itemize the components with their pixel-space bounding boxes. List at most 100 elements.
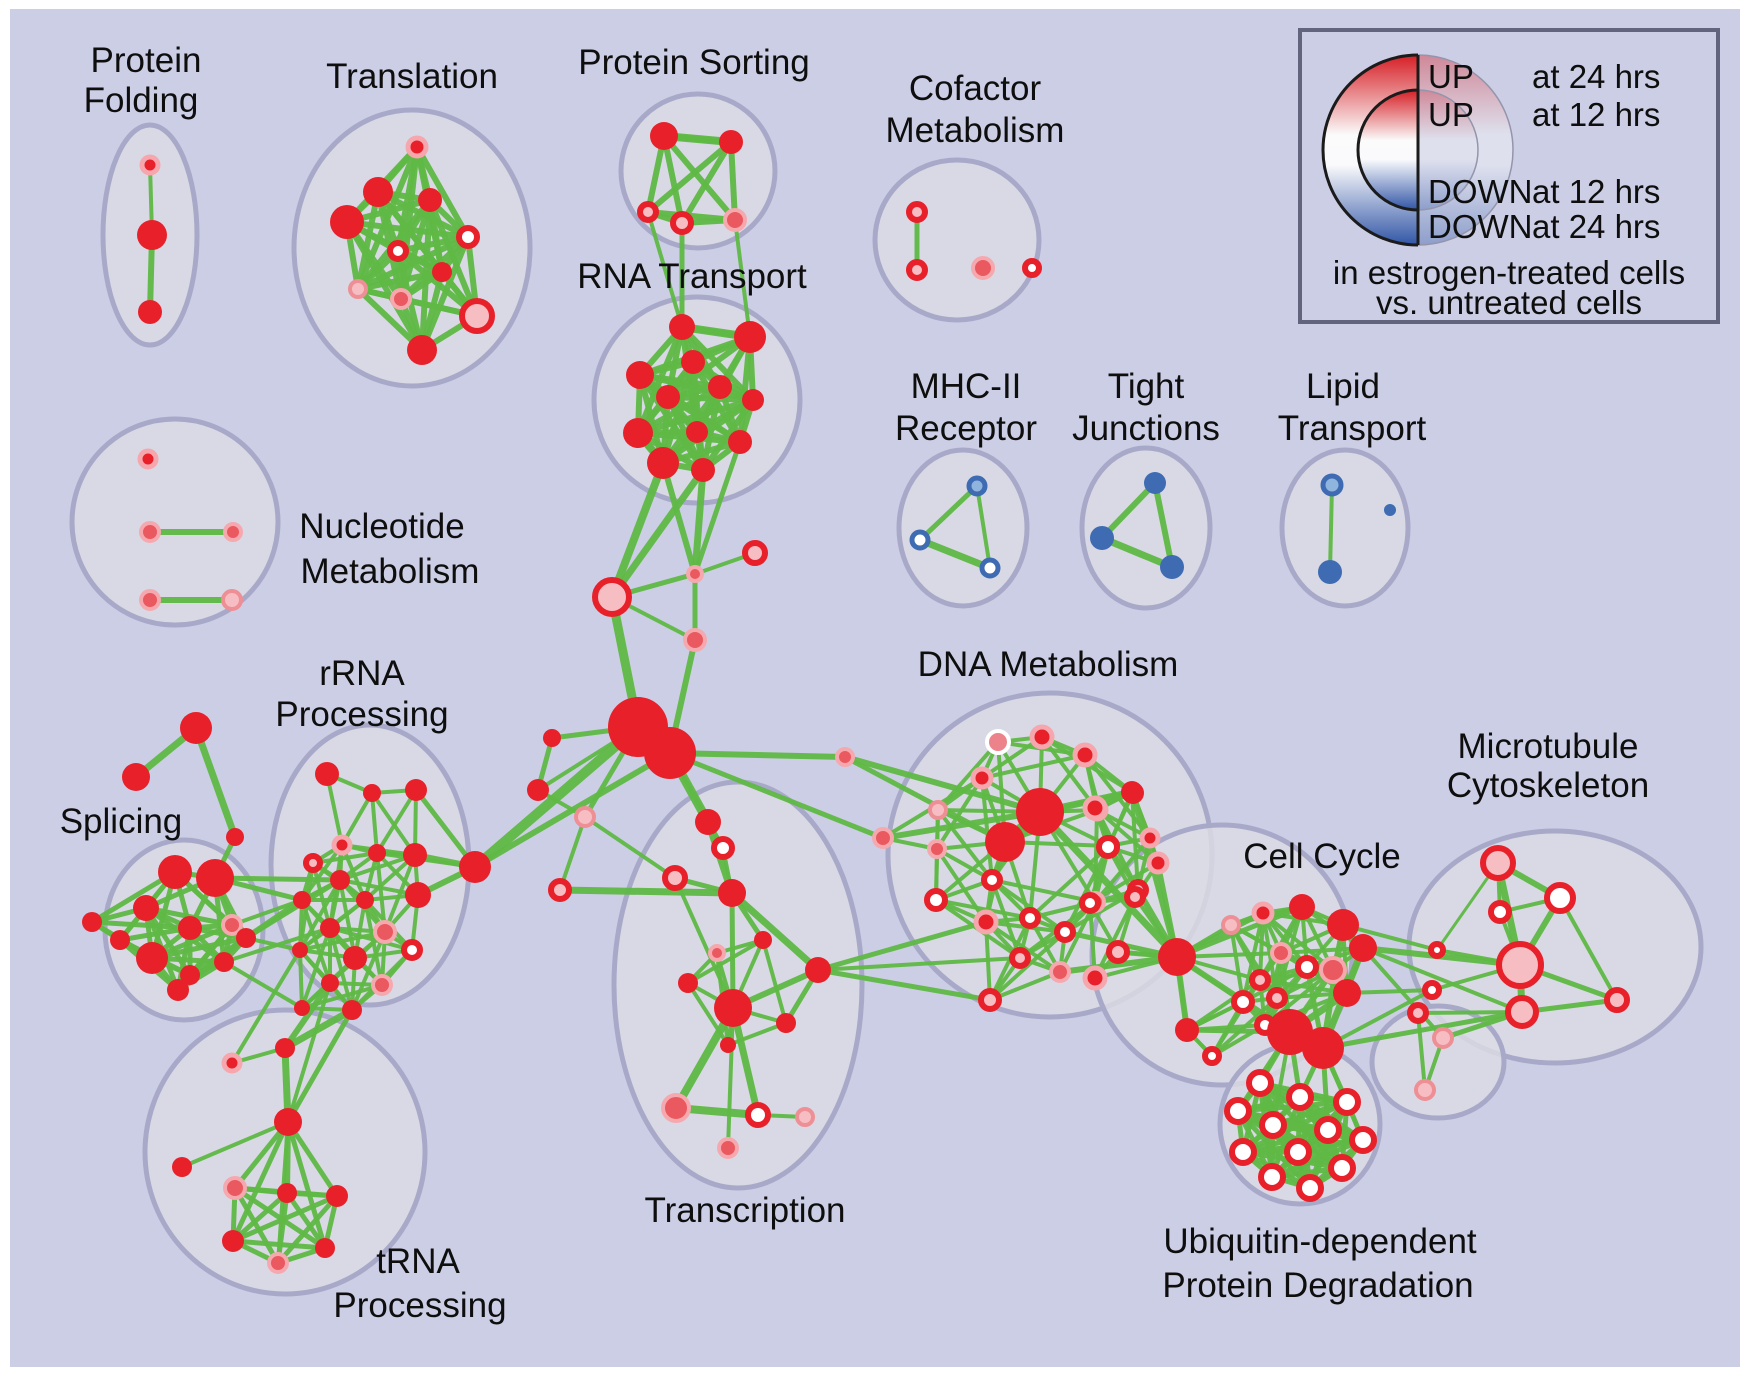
gene-node-174-s3 (1488, 900, 1512, 924)
gene-node-108-s4 (661, 1093, 691, 1123)
gene-node-12-s2 (459, 298, 495, 334)
gene-node-160-s3 (1246, 1069, 1274, 1097)
label-cell-cycle: Cell Cycle (1243, 837, 1401, 876)
gene-node-90-s0 (644, 727, 696, 779)
gene-node-179-s2 (1505, 995, 1539, 1029)
gene-node-139-s3 (1079, 892, 1101, 914)
gene-node-99-s2 (662, 865, 688, 891)
edge (414, 788, 477, 869)
gene-node-150-s4 (1319, 956, 1347, 984)
gene-node-156-s0 (1175, 1018, 1199, 1042)
edge (244, 877, 342, 941)
gene-node-180-s2 (1604, 987, 1630, 1013)
edge (975, 485, 992, 569)
edge (285, 1120, 340, 1198)
gene-node-175-s3 (1428, 941, 1446, 959)
gene-node-118-s4 (927, 839, 947, 859)
edge (1346, 988, 1433, 995)
gene-node-162-s3 (1333, 1088, 1361, 1116)
gene-node-21-s0 (626, 361, 654, 389)
mesh-edge (1242, 965, 1308, 1004)
legend-down-24-time: at 24 hrs (1532, 208, 1660, 245)
mesh-edge (687, 938, 764, 985)
edge (1342, 923, 1438, 952)
gene-node-83-s3 (401, 939, 423, 961)
gene-node-79-s0 (320, 918, 340, 938)
gene-node-7-s3 (456, 225, 480, 249)
gene-node-29-s0 (647, 447, 679, 479)
gene-node-137-s1 (1146, 851, 1170, 875)
gene-node-20-s0 (734, 321, 766, 353)
gene-node-106-s0 (776, 1013, 796, 1033)
gene-node-30-s0 (691, 458, 715, 482)
nodes-layer (82, 122, 1630, 1274)
legend-caption-line1: in estrogen-treated cells (1333, 254, 1685, 291)
gene-node-81-s0 (292, 942, 308, 958)
gene-node-172-s2 (1480, 845, 1516, 881)
label-cofactor-2: Metabolism (886, 111, 1065, 150)
gene-node-60-s0 (178, 916, 202, 940)
gene-node-110-s5 (795, 1107, 815, 1127)
gene-node-98-s3 (711, 836, 735, 860)
gene-node-135-s0 (1122, 782, 1144, 804)
gene-node-43-s5 (221, 589, 243, 611)
edge (222, 960, 304, 1010)
gene-node-159-s0 (1302, 1027, 1344, 1069)
edge (230, 948, 302, 1065)
gene-node-125-s3 (924, 888, 948, 912)
label-mhc-1: MHC-II (911, 367, 1022, 406)
edge (817, 919, 987, 973)
gene-node-169-s3 (1328, 1154, 1356, 1182)
gene-node-189-s0 (326, 1185, 348, 1207)
edge (672, 1006, 737, 1110)
gene-node-109-s3 (745, 1102, 771, 1128)
gene-node-183-s0 (274, 1108, 302, 1136)
gene-node-136-s3 (1096, 835, 1120, 859)
label-lipid-2: Transport (1278, 409, 1427, 448)
gene-node-177-s3 (1422, 980, 1442, 1000)
gene-node-167-s3 (1229, 1138, 1257, 1166)
gene-node-161-s3 (1286, 1083, 1314, 1111)
gene-node-112-s8 (985, 729, 1011, 755)
gene-node-103-s0 (678, 973, 698, 993)
gene-node-86-s0 (342, 1000, 362, 1020)
gene-node-94-s2 (548, 878, 572, 902)
gene-node-51-s6 (1318, 560, 1342, 584)
gene-node-188-s0 (277, 1183, 297, 1203)
mesh-edge (981, 753, 1086, 780)
gene-node-49-s6 (1160, 555, 1184, 579)
label-transcription: Transcription (645, 1191, 846, 1230)
gene-node-158-s0 (1267, 1009, 1313, 1055)
mesh-edge (151, 935, 247, 961)
gene-node-59-s0 (82, 912, 102, 932)
gene-node-48-s6 (1090, 526, 1114, 550)
label-trna-2: Processing (333, 1286, 506, 1325)
gene-node-102-s4 (708, 944, 726, 962)
gene-node-165-s3 (1314, 1116, 1342, 1144)
legend-up-24-label: UP (1428, 58, 1474, 95)
mesh-edge (311, 862, 332, 929)
edge (609, 467, 706, 600)
gene-node-157-s3 (1202, 1046, 1222, 1066)
label-rrna-1: rRNA (319, 654, 405, 693)
edge (1037, 809, 1180, 960)
gene-node-19-s0 (669, 314, 695, 340)
gene-node-63-s0 (180, 965, 200, 985)
gene-node-23-s0 (656, 385, 680, 409)
label-trna-1: tRNA (376, 1242, 460, 1281)
edge (230, 1120, 291, 1243)
gene-node-168-s3 (1284, 1138, 1312, 1166)
edge (729, 890, 821, 973)
gene-node-144-s0 (1289, 894, 1315, 920)
mesh-edge (661, 135, 685, 224)
gene-node-35-s2 (906, 201, 928, 223)
gene-node-113-s1 (1029, 724, 1055, 750)
label-protein-folding-1: Protein (91, 41, 202, 80)
gene-node-69-s0 (363, 784, 381, 802)
gene-node-126-s1 (973, 909, 999, 935)
label-translation: Translation (326, 57, 498, 96)
gene-node-91-s0 (543, 729, 561, 747)
gene-node-163-s3 (1224, 1097, 1252, 1125)
edge (669, 750, 884, 841)
gene-node-97-s0 (695, 809, 721, 835)
